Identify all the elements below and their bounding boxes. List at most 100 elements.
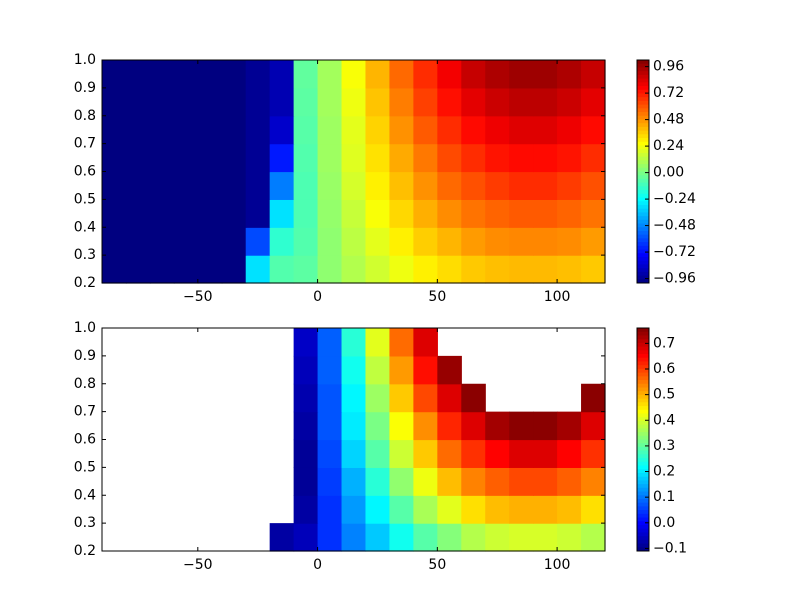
contour-cell [341, 467, 367, 496]
colorbar-band [637, 126, 649, 132]
contour-cell [533, 60, 558, 89]
colorbar-band [637, 201, 649, 206]
colorbar-band [637, 93, 649, 98]
contour-cell [341, 495, 367, 524]
colorbar-band [637, 156, 649, 161]
contour-cell [293, 115, 319, 145]
colorbar-band [637, 108, 649, 113]
contour-cell [293, 355, 319, 385]
contour-cell [461, 227, 486, 256]
contour-cell [245, 143, 271, 173]
colorbar-band [637, 376, 649, 381]
y-tick-label: 0.9 [74, 80, 96, 96]
contour-cell [485, 439, 510, 468]
contour-cell [413, 227, 438, 256]
colorbar-band [637, 532, 649, 537]
contour-cell [557, 523, 582, 552]
contour-cell [389, 60, 414, 89]
contour-cell [581, 60, 606, 89]
contour-cell [293, 467, 319, 496]
colorbar-band [637, 394, 649, 400]
contour-cell [557, 115, 582, 145]
contour-cell [581, 227, 606, 256]
contour-cell [389, 411, 414, 441]
contour-cell [221, 115, 247, 145]
y-tick-label: 0.8 [74, 376, 96, 392]
contour-cell [173, 171, 199, 200]
colorbar-band [637, 450, 649, 455]
colorbar-frame [636, 59, 650, 284]
colorbar-tick-label: 0.0 [653, 515, 675, 531]
colorbar-band [637, 186, 649, 191]
contour-cell [365, 227, 391, 256]
contour-cell [581, 199, 606, 228]
contour-cell [197, 171, 223, 200]
contour-cell [341, 60, 367, 89]
colorbar-band [637, 469, 649, 474]
contour-cell [533, 523, 558, 552]
colorbar-band [637, 175, 649, 180]
contour-cell [365, 355, 391, 385]
contour-cell [389, 383, 414, 413]
contour-cell [437, 60, 462, 89]
colorbar-band [637, 391, 649, 396]
colorbar-band [637, 461, 649, 467]
colorbar-tick-label: −0.1 [653, 540, 687, 556]
colorbar-band [637, 424, 649, 429]
contour-cell [149, 60, 175, 89]
colorbar-band [637, 506, 649, 511]
contour-cell [317, 255, 343, 284]
contour-cell [245, 115, 271, 145]
contour-cell [461, 115, 486, 145]
x-tick-label: −50 [183, 557, 213, 573]
contour-cell [102, 60, 127, 89]
contour-cell [125, 87, 151, 117]
colorbar-band [637, 230, 649, 236]
contour-cell [293, 199, 319, 228]
contour-cell [461, 383, 486, 413]
contour-cell [365, 523, 391, 552]
contour-cell [557, 495, 582, 524]
contour-cell [125, 115, 151, 145]
colorbar-band [637, 409, 649, 414]
contour-cell [509, 87, 534, 117]
colorbar-band [637, 193, 649, 199]
contour-cell [221, 171, 247, 200]
x-tick-label: 0 [313, 557, 322, 573]
colorbar-band [637, 406, 649, 411]
contour-cell [149, 171, 175, 200]
contour-cell [149, 87, 175, 117]
contour-cell [509, 439, 534, 468]
contour-cell [509, 143, 534, 173]
colorbar-band [637, 487, 649, 493]
colorbar-band [637, 480, 649, 485]
x-tick-label: 0 [313, 289, 322, 305]
y-tick-label: 0.6 [74, 164, 96, 180]
contour-cell [317, 523, 343, 552]
contour-cell [102, 255, 127, 284]
contour-cell [437, 523, 462, 552]
y-tick-label: 0.2 [74, 275, 96, 291]
contour-cell [437, 467, 462, 496]
contour-cell [557, 411, 582, 441]
contour-cell [293, 523, 319, 552]
colorbar-band [637, 354, 649, 359]
contour-cell [413, 328, 438, 357]
contour-cell [317, 411, 343, 441]
contour-cell [485, 199, 510, 228]
contour-cell [533, 227, 558, 256]
contour-cell [413, 495, 438, 524]
x-tick-label: 50 [428, 557, 446, 573]
colorbar-tick-label: −0.72 [653, 244, 696, 260]
contour-cell [149, 199, 175, 228]
contour-cell [533, 115, 558, 145]
contour-cell [269, 199, 295, 228]
colorbar-band [637, 495, 649, 500]
contour-cell [317, 467, 343, 496]
contour-cell [341, 328, 367, 357]
contour-cell [341, 87, 367, 117]
colorbar-band [637, 60, 649, 65]
contour-cell [581, 171, 606, 200]
colorbar-band [637, 420, 649, 426]
colorbar-band [637, 361, 649, 366]
